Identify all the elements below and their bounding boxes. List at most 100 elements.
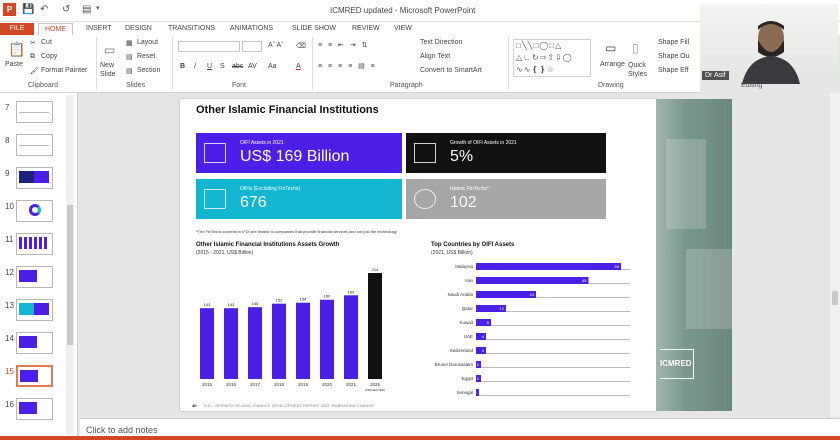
reset-icon[interactable]: ▤: [126, 54, 133, 61]
tab-home[interactable]: HOME: [38, 23, 73, 35]
slide-scrollbar[interactable]: [830, 93, 840, 417]
slide-thumbnail[interactable]: [16, 299, 53, 321]
slide-thumbnail[interactable]: [16, 266, 53, 288]
underline-button[interactable]: U: [207, 63, 213, 70]
hbar-chart-title: Top Countries by OIFI Assets: [431, 242, 515, 248]
slide-thumbnail[interactable]: [16, 101, 53, 123]
quick-styles-button[interactable]: Quick Styles: [628, 62, 648, 78]
slide-thumbnail[interactable]: [16, 167, 53, 189]
present-icon[interactable]: ▤: [82, 4, 92, 15]
tab-review[interactable]: REVIEW: [352, 25, 380, 32]
bar-value-label: 58: [615, 264, 620, 269]
shape-fill-button[interactable]: Shape Fill: [658, 39, 690, 46]
slide-thumbnail[interactable]: [16, 233, 53, 255]
customize-toolbar-icon[interactable]: ▾: [96, 5, 100, 12]
clear-formatting-icon[interactable]: ⌫: [296, 43, 306, 50]
font-color-button[interactable]: A: [296, 63, 301, 70]
tab-design[interactable]: DESIGN: [125, 25, 152, 32]
save-icon[interactable]: 💾: [22, 4, 35, 15]
section-button[interactable]: Section: [137, 67, 161, 74]
tab-insert[interactable]: INSERT: [86, 25, 112, 32]
slide-thumbnail[interactable]: [16, 365, 53, 387]
slide-thumbnail-pane[interactable]: 7 8 9 10 11 12 13 14 15 16: [0, 93, 78, 440]
tab-transitions[interactable]: TRANSITIONS: [168, 25, 216, 32]
ribbon-separator: [312, 37, 313, 89]
kpi-growth[interactable]: Growth of OIFI Assets in 2021 5%: [406, 133, 606, 173]
grow-font-icon[interactable]: Aˆ Aˇ: [268, 42, 284, 49]
alignment-buttons-icon[interactable]: ≡ ≡ ≡ ≡ ▤ ≡: [318, 63, 377, 70]
layout-icon[interactable]: ▦: [126, 40, 133, 47]
strikethrough-button[interactable]: abc: [232, 63, 244, 70]
tab-slide-show[interactable]: SLIDE SHOW: [292, 25, 336, 32]
copy-button[interactable]: Copy: [41, 53, 58, 60]
slide-thumbnail[interactable]: [16, 200, 53, 222]
text-direction-button[interactable]: Text Direction: [420, 39, 463, 46]
slide-thumbnail[interactable]: [16, 332, 53, 354]
notes-pane[interactable]: Click to add notes: [80, 418, 840, 440]
tab-file[interactable]: FILE: [0, 23, 34, 35]
shapes-gallery[interactable]: □╲╲□◯□△ △∟↻⇨⇧⇩◯ ∿∿❴❵☆: [513, 39, 591, 77]
copy-icon[interactable]: ⧉: [30, 53, 35, 60]
cut-button[interactable]: Cut: [41, 39, 52, 46]
thumbnail-number: 10: [5, 202, 14, 211]
shape-outline-button[interactable]: Shape Ou: [658, 53, 690, 60]
shadow-button[interactable]: S: [220, 63, 225, 70]
list-buttons-icon[interactable]: ≡ ≡ ⇤ ⇥ ⇅: [318, 42, 370, 49]
growth-arrow-icon: [414, 143, 436, 163]
layout-button[interactable]: Layout: [137, 39, 159, 46]
arrange-icon[interactable]: ▭: [605, 41, 617, 55]
chart-bar: [368, 273, 382, 379]
font-name-select[interactable]: [178, 41, 240, 52]
bold-button[interactable]: B: [180, 63, 186, 70]
italic-button[interactable]: I: [194, 63, 196, 70]
quick-styles-icon[interactable]: ▯: [632, 41, 639, 55]
cut-icon[interactable]: ✂: [30, 40, 36, 47]
thumbnail-content: [29, 204, 41, 216]
undo-icon[interactable]: ↶: [40, 4, 49, 15]
font-size-select[interactable]: [242, 41, 262, 52]
reset-button[interactable]: Reset: [137, 53, 156, 60]
slide-canvas[interactable]: Other Islamic Financial Institutions OIF…: [180, 99, 656, 411]
slide-thumbnail[interactable]: [16, 398, 53, 420]
thumbnail-scrollbar[interactable]: [66, 95, 74, 435]
chart-bar: [476, 263, 621, 270]
tab-animations[interactable]: ANIMATIONS: [230, 25, 274, 32]
slide-thumbnail[interactable]: [16, 134, 53, 156]
change-case-button[interactable]: Aa: [268, 63, 277, 70]
format-painter-button[interactable]: Format Painter: [41, 67, 88, 74]
kpi-oifi-assets[interactable]: OIFI Assets in 2021 US$ 169 Billion: [196, 133, 402, 173]
redo-icon[interactable]: ↺: [62, 4, 71, 15]
paste-button[interactable]: Paste: [5, 61, 23, 68]
section-icon[interactable]: ▤: [126, 68, 133, 75]
thumbnail-number: 16: [5, 400, 14, 409]
kpi-value: 102: [450, 194, 477, 211]
format-painter-icon[interactable]: 🖌: [30, 68, 39, 75]
scrollbar-thumb[interactable]: [67, 205, 73, 345]
chart-bar: [476, 277, 589, 284]
assets-growth-chart[interactable]: 143 2015 143 2016 145 2017 152 2018 154 2019 160 20…: [192, 259, 397, 399]
paste-icon[interactable]: 📋: [8, 41, 26, 57]
arrange-button[interactable]: Arrange: [600, 61, 625, 68]
convert-smartart-button[interactable]: Convert to SmartArt: [420, 67, 482, 74]
page-number: 40: [192, 403, 197, 408]
tab-view[interactable]: VIEW: [394, 25, 412, 32]
chart-bar: [296, 302, 310, 379]
new-slide-button[interactable]: New Slide: [100, 62, 116, 78]
align-text-button[interactable]: Align Text: [420, 53, 451, 60]
scrollbar-thumb[interactable]: [832, 291, 838, 305]
x-tick-label: 2015: [202, 382, 213, 387]
shape-effects-button[interactable]: Shape Eff: [658, 67, 689, 74]
kpi-fintechs[interactable]: Islamic FinTechs* 102: [406, 179, 606, 219]
bar-value-label: 4: [482, 348, 485, 353]
hbar-chart-subtitle: (2021, US$ Billion): [431, 250, 473, 256]
new-slide-icon[interactable]: ▭: [104, 43, 116, 57]
kpi-oifis-count[interactable]: OIFIs (Excluding FinTechs) 676: [196, 179, 402, 219]
character-spacing-button[interactable]: AV: [248, 63, 257, 70]
slide-title[interactable]: Other Islamic Financial Institutions: [196, 104, 379, 116]
notes-placeholder[interactable]: Click to add notes: [86, 425, 158, 435]
x-tick-label: 2020: [322, 382, 333, 387]
kpi-value: 5%: [450, 148, 474, 165]
bar-value-label: 24: [530, 292, 535, 297]
slide-editing-area[interactable]: Other Islamic Financial Institutions OIF…: [80, 93, 830, 417]
